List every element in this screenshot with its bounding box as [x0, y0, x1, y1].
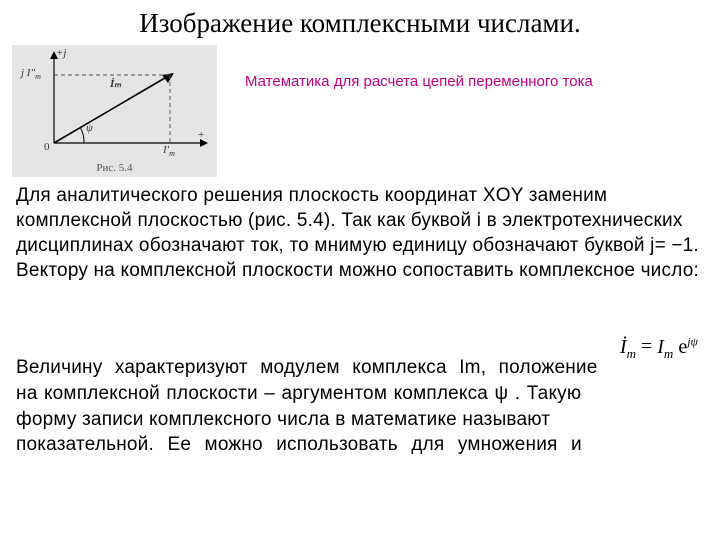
formula-exp: ejψ	[678, 336, 698, 358]
complex-plane-figure: +j j I″m İₘ ψ 0 I′m + Рис. 5.4	[12, 45, 217, 177]
p2-line3: форму записи комплексного числа в матема…	[16, 407, 704, 433]
formula-rhs-mag: Im	[657, 336, 673, 358]
x-projection-label: I′m	[163, 144, 175, 158]
paragraph-1: Для аналитического решения плоскость коо…	[0, 183, 720, 283]
origin-label: 0	[44, 141, 50, 153]
page-title: Изображение комплексными числами.	[0, 0, 720, 43]
subtitle-text: Математика для расчета цепей переменного…	[245, 73, 593, 90]
x-axis-label: +	[198, 129, 204, 141]
angle-label: ψ	[86, 122, 93, 134]
formula-lhs: İm	[620, 336, 636, 358]
formula-exponential: İm = Im ejψ	[620, 334, 698, 362]
y-projection-label: j I″m	[21, 67, 41, 81]
p2-line1: Величину характеризуют модулем комплекса…	[16, 355, 704, 381]
figure-caption: Рис. 5.4	[12, 162, 217, 174]
vector-diagram-svg	[12, 45, 217, 163]
y-axis-label: +j	[56, 47, 66, 59]
vector-label: İₘ	[110, 77, 121, 90]
p2-line4: показательной. Ее можно использовать для…	[16, 432, 704, 458]
p2-line2: на комплексной плоскости – аргументом ко…	[16, 381, 704, 407]
figure-row: +j j I″m İₘ ψ 0 I′m + Рис. 5.4 Математик…	[0, 45, 720, 177]
paragraph-2: Величину характеризуют модулем комплекса…	[0, 355, 720, 458]
